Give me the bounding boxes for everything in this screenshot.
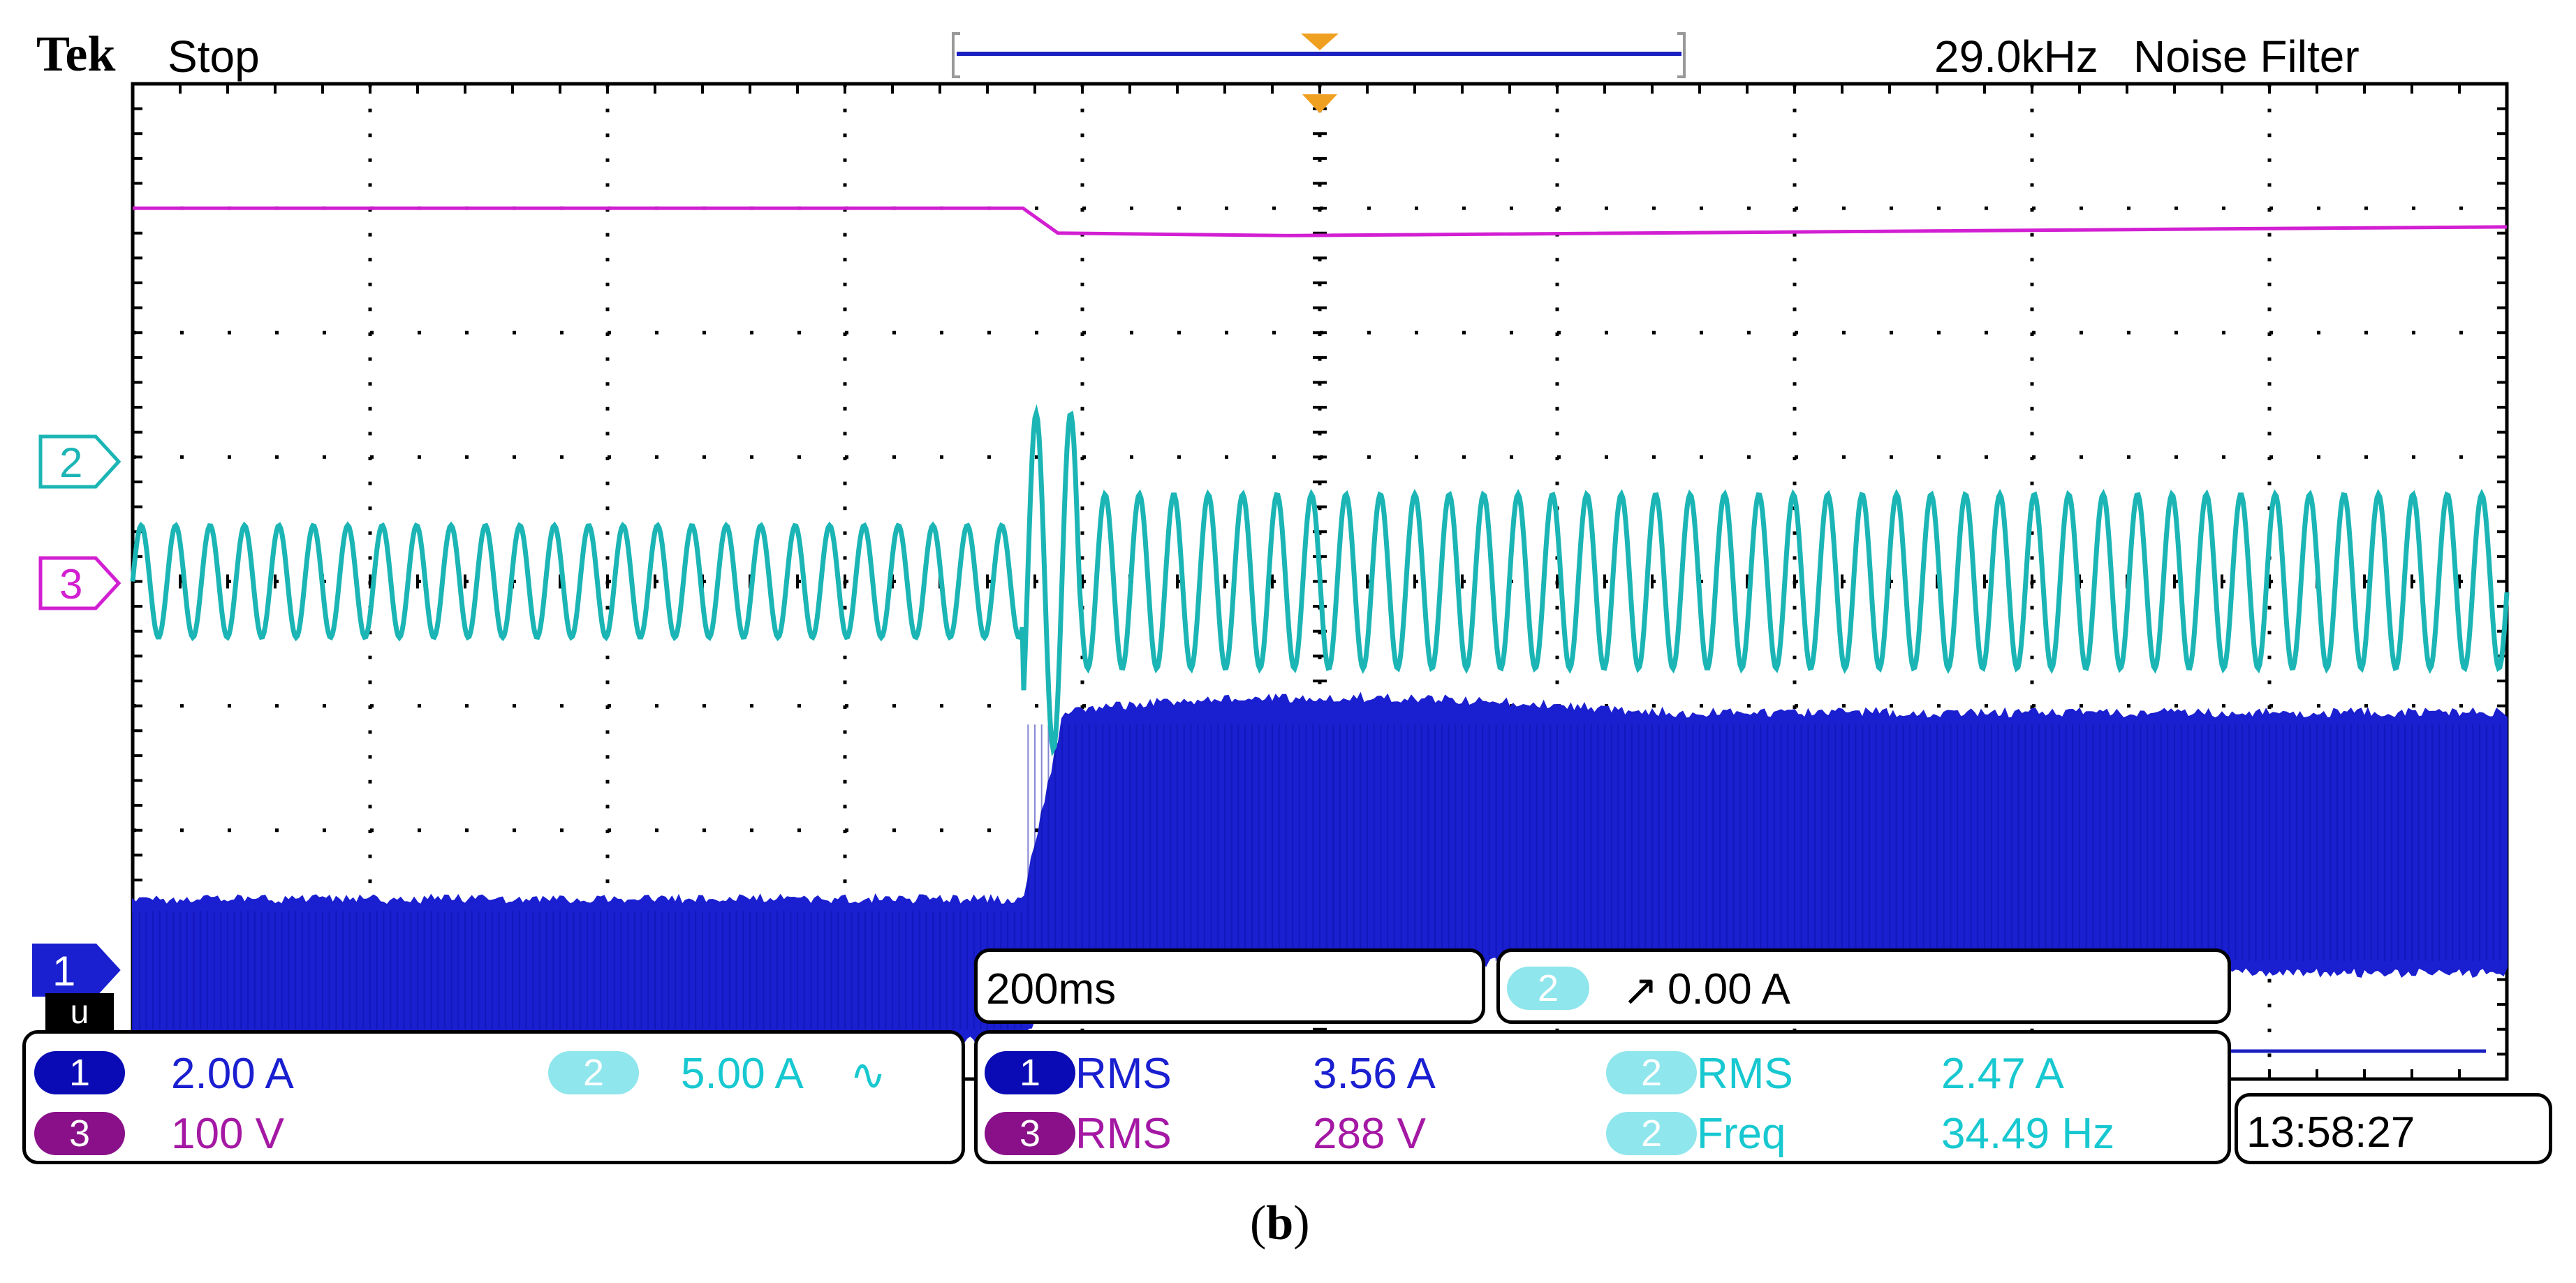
- record-bracket-left: [952, 32, 960, 78]
- timebase-value: 200ms: [986, 965, 1117, 1013]
- trigger-panel[interactable]: 2 ↗ 0.00 A: [1496, 948, 2231, 1024]
- caption-letter: b: [1266, 1196, 1294, 1250]
- ch1-marker-label: 1: [52, 948, 76, 995]
- figure-caption: (b): [1250, 1196, 1310, 1252]
- clock-time: 13:58:27: [2246, 1108, 2415, 1157]
- brand-logo: Tek: [36, 26, 116, 82]
- ch2-coupling-icon: ∿: [850, 1051, 886, 1099]
- ch1-marker[interactable]: 1: [31, 943, 122, 997]
- ch1-pill: 1: [34, 1051, 125, 1094]
- channel-scale-panel[interactable]: 1 2.00 A 2 5.00 A ∿ 3 100 V: [22, 1030, 965, 1164]
- meas-2-pill: 2: [1606, 1051, 1697, 1094]
- meas-2-value: 2.47 A: [1941, 1050, 2064, 1098]
- meas-3-name: RMS: [1075, 1110, 1172, 1158]
- meas-3-pill: 3: [985, 1112, 1075, 1155]
- clock-panel: 13:58:27: [2235, 1093, 2552, 1164]
- meas-4-pill: 2: [1606, 1112, 1697, 1155]
- ch1-scale: 2.00 A: [171, 1050, 294, 1098]
- trigger-position-marker: [1301, 34, 1339, 50]
- noise-filter-label: Noise Filter: [2133, 31, 2360, 82]
- ch2-marker[interactable]: 2: [38, 434, 122, 489]
- timebase-panel[interactable]: 200ms: [974, 948, 1485, 1024]
- ch3-marker-shape: [38, 556, 122, 610]
- ch3-marker-label: 3: [59, 561, 83, 608]
- caption-open: (: [1250, 1196, 1267, 1250]
- trigger-point-marker: [1302, 94, 1337, 113]
- ch3-pill: 3: [34, 1112, 125, 1155]
- trigger-source-pill: 2: [1507, 967, 1589, 1010]
- ch2-scale: 5.00 A: [681, 1050, 804, 1098]
- meas-1-pill: 1: [985, 1051, 1075, 1094]
- record-bracket-right: [1677, 32, 1686, 78]
- meas-1-value: 3.56 A: [1313, 1050, 1436, 1098]
- ch2-trace: [130, 404, 2510, 757]
- record-length-bar: [952, 32, 1686, 78]
- ch2-marker-shape: [38, 434, 122, 489]
- caption-close: ): [1293, 1196, 1310, 1250]
- ground-marker: u: [45, 993, 114, 1032]
- ch3-trace: [133, 206, 2508, 237]
- meas-3-value: 288 V: [1313, 1110, 1427, 1158]
- ch3-marker[interactable]: 3: [38, 556, 122, 610]
- ch3-scale: 100 V: [171, 1110, 285, 1158]
- ch1-marker-shape: [32, 944, 121, 997]
- acquisition-state: Stop: [168, 31, 260, 82]
- meas-2-name: RMS: [1697, 1050, 1793, 1098]
- trigger-level: 0.00 A: [1668, 965, 1790, 1013]
- meas-1-name: RMS: [1075, 1050, 1172, 1098]
- trigger-slope-icon: ↗: [1622, 967, 1658, 1015]
- ch2-pill: 2: [548, 1051, 639, 1094]
- measurements-panel[interactable]: 1 RMS 3.56 A 2 RMS 2.47 A 3 RMS 288 V 2 …: [974, 1030, 2231, 1164]
- meas-4-value: 34.49 Hz: [1941, 1110, 2115, 1158]
- ch2-marker-label: 2: [59, 439, 83, 486]
- acquisition-frequency: 29.0kHz: [1934, 31, 2098, 82]
- meas-4-name: Freq: [1697, 1110, 1786, 1158]
